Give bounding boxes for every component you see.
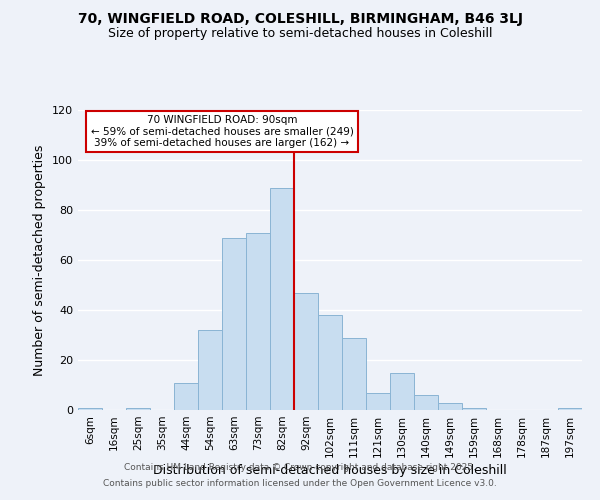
X-axis label: Distribution of semi-detached houses by size in Coleshill: Distribution of semi-detached houses by … xyxy=(153,464,507,477)
Bar xyxy=(342,338,366,410)
Bar xyxy=(270,188,294,410)
Bar xyxy=(198,330,222,410)
Bar xyxy=(558,408,582,410)
Bar xyxy=(246,232,270,410)
Text: Contains public sector information licensed under the Open Government Licence v3: Contains public sector information licen… xyxy=(103,478,497,488)
Bar xyxy=(126,408,150,410)
Bar xyxy=(462,408,486,410)
Bar xyxy=(438,402,462,410)
Text: 70 WINGFIELD ROAD: 90sqm
← 59% of semi-detached houses are smaller (249)
39% of : 70 WINGFIELD ROAD: 90sqm ← 59% of semi-d… xyxy=(91,115,353,148)
Text: Contains HM Land Registry data © Crown copyright and database right 2025.: Contains HM Land Registry data © Crown c… xyxy=(124,464,476,472)
Bar xyxy=(318,315,342,410)
Bar xyxy=(174,382,198,410)
Text: Size of property relative to semi-detached houses in Coleshill: Size of property relative to semi-detach… xyxy=(108,28,492,40)
Bar xyxy=(78,408,102,410)
Bar xyxy=(390,372,414,410)
Y-axis label: Number of semi-detached properties: Number of semi-detached properties xyxy=(34,144,46,376)
Text: 70, WINGFIELD ROAD, COLESHILL, BIRMINGHAM, B46 3LJ: 70, WINGFIELD ROAD, COLESHILL, BIRMINGHA… xyxy=(77,12,523,26)
Bar xyxy=(294,292,318,410)
Bar xyxy=(366,392,390,410)
Bar xyxy=(414,395,438,410)
Bar xyxy=(222,238,246,410)
